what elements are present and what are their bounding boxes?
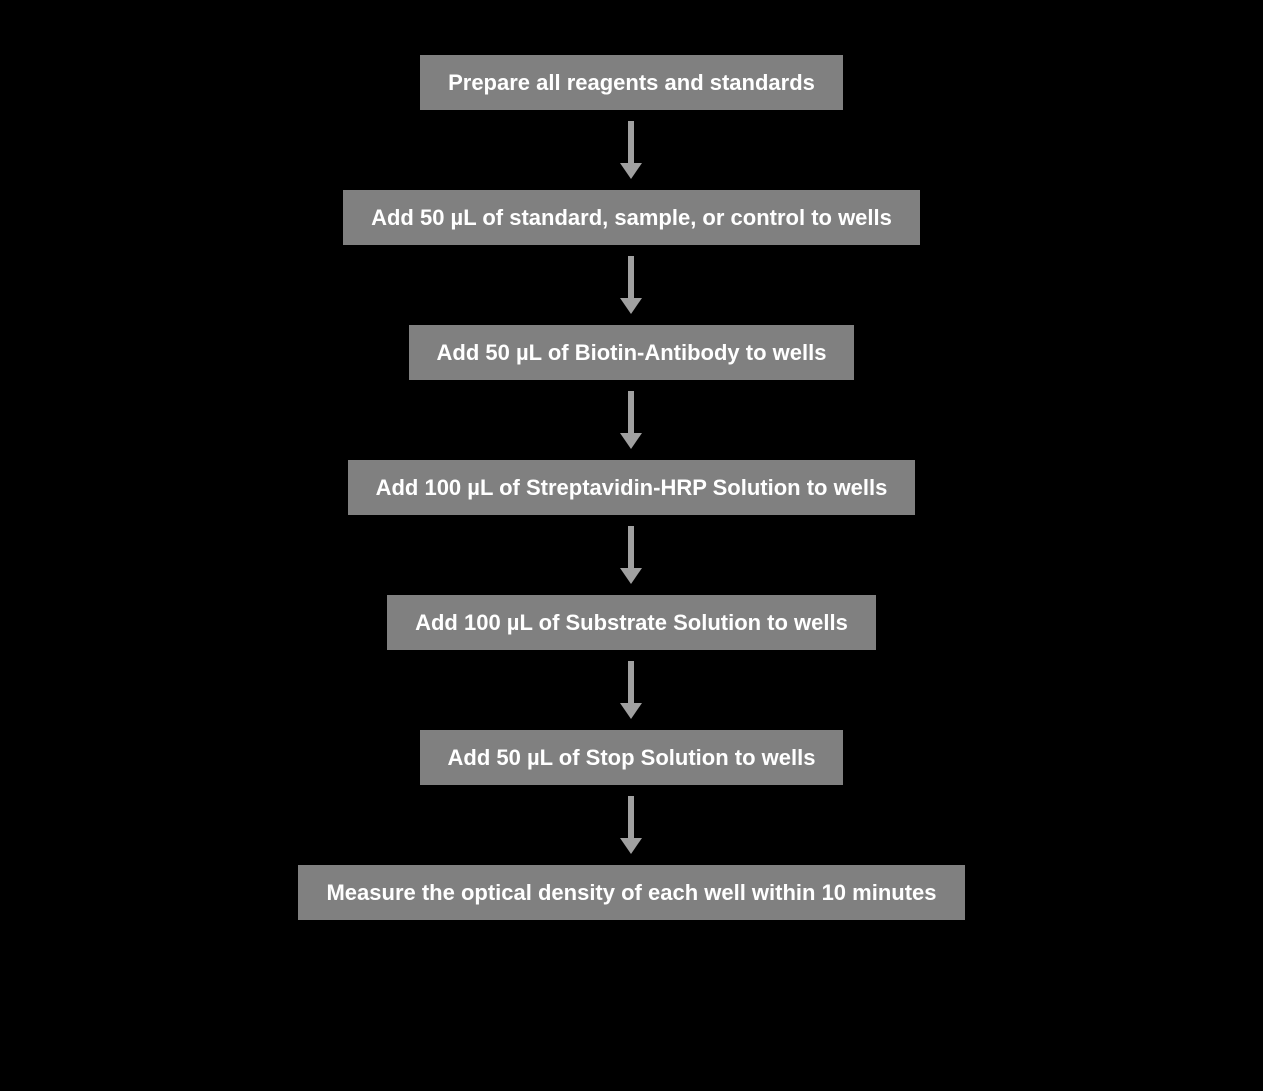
arrow-down-icon bbox=[620, 650, 642, 730]
flowchart-container: Prepare all reagents and standards Add 50… bbox=[298, 55, 964, 920]
flowchart-step: Add 100 µL of Substrate Solution to well… bbox=[387, 595, 876, 650]
flowchart-step: Add 50 µL of standard, sample, or contro… bbox=[343, 190, 920, 245]
arrow-down-icon bbox=[620, 245, 642, 325]
flowchart-step: Prepare all reagents and standards bbox=[420, 55, 843, 110]
arrow-down-icon bbox=[620, 785, 642, 865]
flowchart-step: Add 100 µL of Streptavidin-HRP Solution … bbox=[348, 460, 916, 515]
arrow-down-icon bbox=[620, 515, 642, 595]
flowchart-step: Add 50 µL of Biotin-Antibody to wells bbox=[409, 325, 855, 380]
flowchart-step: Add 50 µL of Stop Solution to wells bbox=[420, 730, 844, 785]
arrow-down-icon bbox=[620, 380, 642, 460]
arrow-down-icon bbox=[620, 110, 642, 190]
flowchart-step: Measure the optical density of each well… bbox=[298, 865, 964, 920]
